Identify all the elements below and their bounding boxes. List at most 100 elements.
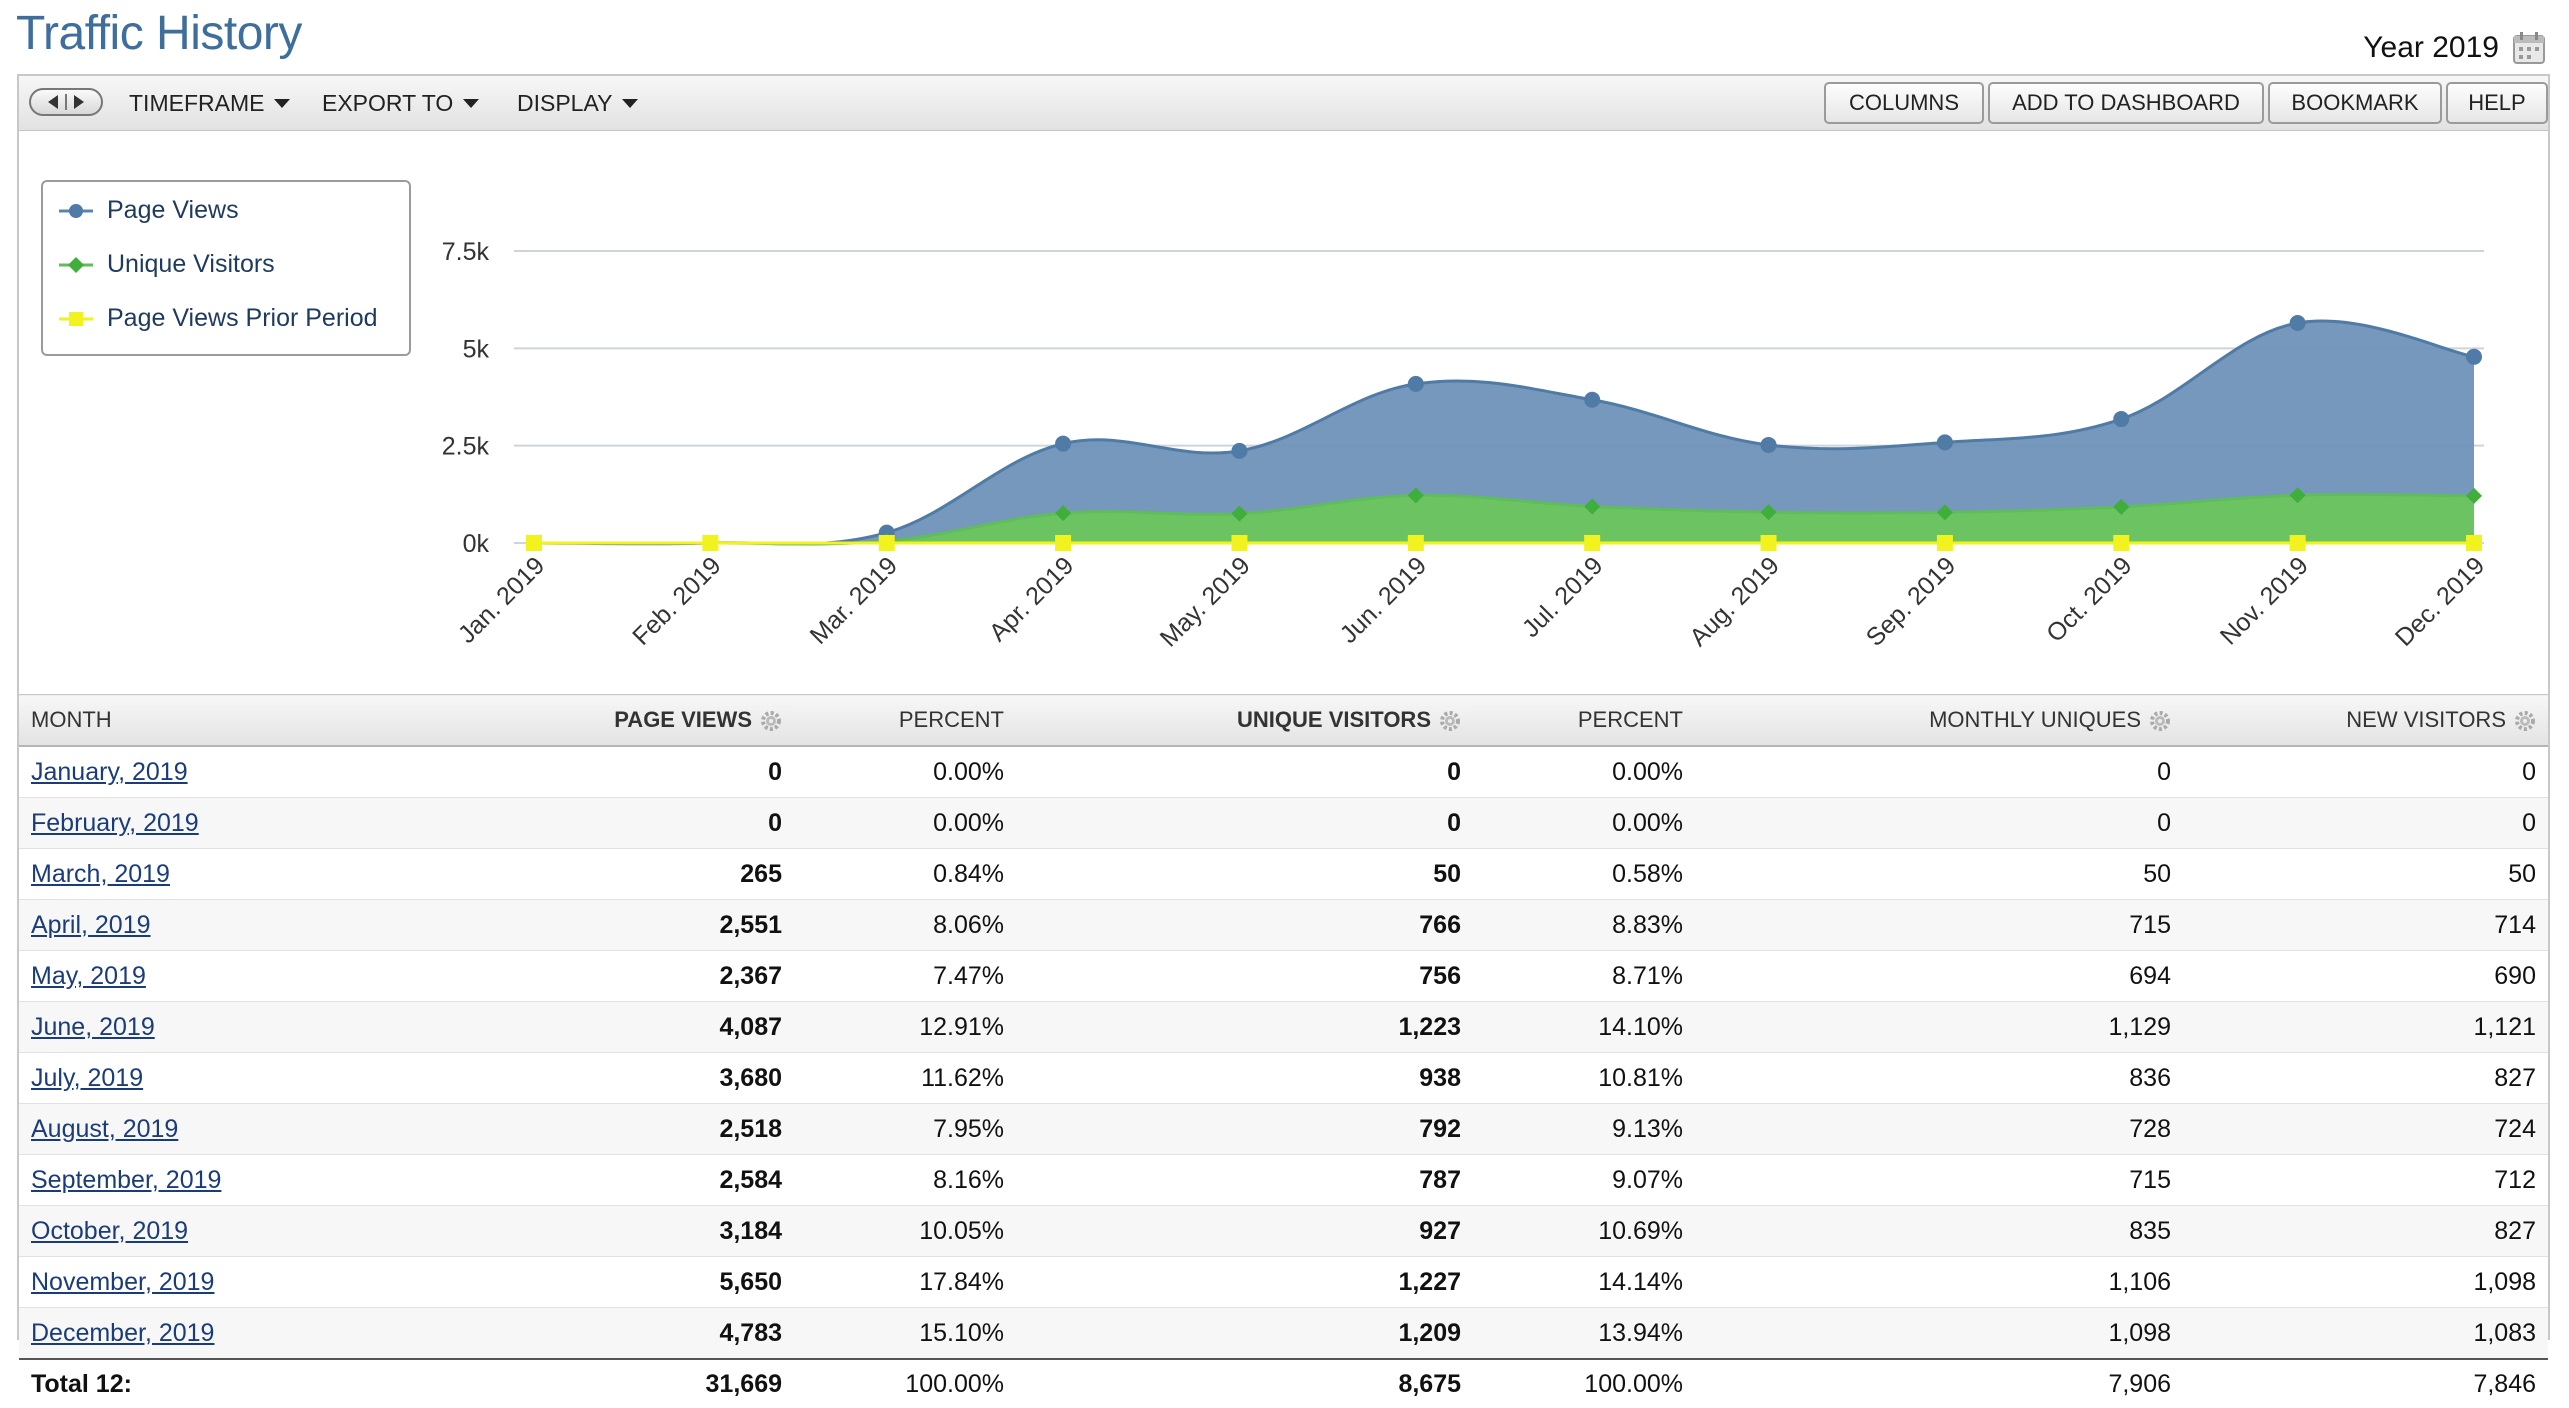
legend-item-prior-period[interactable]: Page Views Prior Period xyxy=(59,304,378,333)
cell-uv-percent: 9.07% xyxy=(1473,1154,1695,1206)
table-row: September, 2019 2,584 8.16% 787 9.07% 715 712 xyxy=(19,1154,2548,1206)
legend-item-unique-visitors[interactable]: Unique Visitors xyxy=(59,250,275,279)
chevron-down-icon xyxy=(463,98,480,108)
cell-uv-percent: 14.10% xyxy=(1473,1001,1695,1053)
table-row: August, 2019 2,518 7.95% 792 9.13% 728 724 xyxy=(19,1103,2548,1155)
export-label: EXPORT TO xyxy=(322,89,454,116)
data-point xyxy=(1760,504,1777,521)
table-row: December, 2019 4,783 15.10% 1,209 13.94% 1,09… xyxy=(19,1307,2548,1360)
traffic-panel: TIMEFRAME EXPORT TO DISPLAY COLUMNS ADD … xyxy=(17,74,2550,1408)
col-month-header[interactable]: MONTH xyxy=(19,694,469,747)
next-arrow-icon[interactable] xyxy=(74,95,84,109)
export-menu[interactable]: EXPORT TO xyxy=(322,76,480,130)
month-link[interactable]: February, 2019 xyxy=(31,808,199,837)
cell-pv-percent: 7.47% xyxy=(794,950,1016,1002)
prev-next-control[interactable] xyxy=(29,88,103,116)
x-tick-label: Mar. 2019 xyxy=(805,551,903,649)
cell-unique-visitors: 0 xyxy=(1016,797,1473,849)
add-to-dashboard-button[interactable]: ADD TO DASHBOARD xyxy=(1988,82,2264,124)
cell-unique-visitors: 1,227 xyxy=(1016,1256,1473,1308)
gear-icon[interactable] xyxy=(2514,710,2536,732)
page-title: Traffic History xyxy=(16,7,302,60)
cell-monthly-uniques: 0 xyxy=(1695,746,2183,798)
x-tick-label: Oct. 2019 xyxy=(2041,551,2137,647)
data-point xyxy=(2113,411,2130,428)
cell-month: December, 2019 xyxy=(19,1307,469,1360)
gear-icon[interactable] xyxy=(2149,710,2171,732)
cell-monthly-uniques: 715 xyxy=(1695,899,2183,951)
cell-pv-percent: 12.91% xyxy=(794,1001,1016,1053)
data-point xyxy=(1407,375,1424,392)
cell-new-visitors: 714 xyxy=(2183,899,2548,951)
data-point xyxy=(1231,505,1248,522)
month-link[interactable]: June, 2019 xyxy=(31,1012,155,1041)
display-menu[interactable]: DISPLAY xyxy=(517,76,639,130)
month-link[interactable]: October, 2019 xyxy=(31,1216,189,1245)
cell-monthly-uniques: 50 xyxy=(1695,848,2183,900)
prev-arrow-icon[interactable] xyxy=(48,95,58,109)
gear-icon[interactable] xyxy=(1439,710,1461,732)
cell-page-views: 2,584 xyxy=(469,1154,794,1206)
total-pv-percent: 100.00% xyxy=(794,1358,1016,1408)
data-point xyxy=(1584,498,1601,515)
month-link[interactable]: September, 2019 xyxy=(31,1165,222,1194)
total-monthly-uniques: 7,906 xyxy=(1695,1358,2183,1408)
table-row: May, 2019 2,367 7.47% 756 8.71% 694 690 xyxy=(19,950,2548,1002)
y-tick-label: 2.5k xyxy=(442,433,490,461)
cell-uv-percent: 8.71% xyxy=(1473,950,1695,1002)
chart-plot: 0k 2.5k 5k 7.5k Jan. 2019 Feb. 2019 Mar. 2019 A… xyxy=(442,238,2491,652)
month-link[interactable]: December, 2019 xyxy=(31,1318,215,1347)
data-point xyxy=(2113,498,2130,515)
cell-new-visitors: 690 xyxy=(2183,950,2548,1002)
col-page-views-header[interactable]: PAGE VIEWS xyxy=(469,694,794,747)
x-tick-label: Jul. 2019 xyxy=(1517,551,1609,643)
total-page-views: 31,669 xyxy=(469,1358,794,1408)
data-point xyxy=(2289,535,2306,551)
timeframe-menu[interactable]: TIMEFRAME xyxy=(129,76,291,130)
data-point xyxy=(1936,535,1953,551)
cell-unique-visitors: 927 xyxy=(1016,1205,1473,1257)
table-row: March, 2019 265 0.84% 50 0.58% 50 50 xyxy=(19,848,2548,900)
data-point xyxy=(1407,535,1424,551)
legend-item-page-views[interactable]: Page Views xyxy=(59,196,239,225)
cell-new-visitors: 724 xyxy=(2183,1103,2548,1155)
help-button[interactable]: HELP xyxy=(2446,82,2548,124)
cell-unique-visitors: 1,209 xyxy=(1016,1307,1473,1360)
cell-pv-percent: 8.16% xyxy=(794,1154,1016,1206)
cell-monthly-uniques: 1,129 xyxy=(1695,1001,2183,1053)
cell-unique-visitors: 787 xyxy=(1016,1154,1473,1206)
year-selector[interactable]: Year 2019 xyxy=(2363,30,2547,66)
gear-icon[interactable] xyxy=(760,710,782,732)
x-tick-label: Apr. 2019 xyxy=(984,551,1079,646)
month-link[interactable]: January, 2019 xyxy=(31,757,188,786)
month-link[interactable]: April, 2019 xyxy=(31,910,151,939)
data-point xyxy=(1231,442,1248,459)
data-point xyxy=(2466,535,2482,551)
col-monthly-uniques-header[interactable]: MONTHLY UNIQUES xyxy=(1695,694,2183,747)
col-unique-visitors-header[interactable]: UNIQUE VISITORS xyxy=(1016,694,1473,747)
table-row: October, 2019 3,184 10.05% 927 10.69% 835 827 xyxy=(19,1205,2548,1257)
cell-unique-visitors: 938 xyxy=(1016,1052,1473,1104)
cell-new-visitors: 1,121 xyxy=(2183,1001,2548,1053)
bookmark-button[interactable]: BOOKMARK xyxy=(2268,82,2442,124)
month-link[interactable]: November, 2019 xyxy=(31,1267,215,1296)
series-line xyxy=(533,319,2475,546)
month-link[interactable]: July, 2019 xyxy=(31,1063,144,1092)
series-area xyxy=(534,494,2474,544)
cell-unique-visitors: 0 xyxy=(1016,746,1473,798)
cell-uv-percent: 13.94% xyxy=(1473,1307,1695,1360)
month-link[interactable]: May, 2019 xyxy=(31,961,146,990)
calendar-icon[interactable] xyxy=(2511,30,2547,66)
data-point xyxy=(1760,535,1777,551)
col-new-visitors-header[interactable]: NEW VISITORS xyxy=(2183,694,2548,747)
col-uv-percent-header[interactable]: PERCENT xyxy=(1473,694,1695,747)
data-table: MONTH PAGE VIEWS PERCENT UNIQUE VISITORS… xyxy=(19,694,2548,1408)
cell-page-views: 2,518 xyxy=(469,1103,794,1155)
cell-pv-percent: 10.05% xyxy=(794,1205,1016,1257)
month-link[interactable]: August, 2019 xyxy=(31,1114,179,1143)
cell-page-views: 265 xyxy=(469,848,794,900)
col-pv-percent-header[interactable]: PERCENT xyxy=(794,694,1016,747)
month-link[interactable]: March, 2019 xyxy=(31,859,170,888)
chart-legend: Page Views Unique Visitors Page Views Pr… xyxy=(41,180,411,356)
columns-button[interactable]: COLUMNS xyxy=(1824,82,1984,124)
